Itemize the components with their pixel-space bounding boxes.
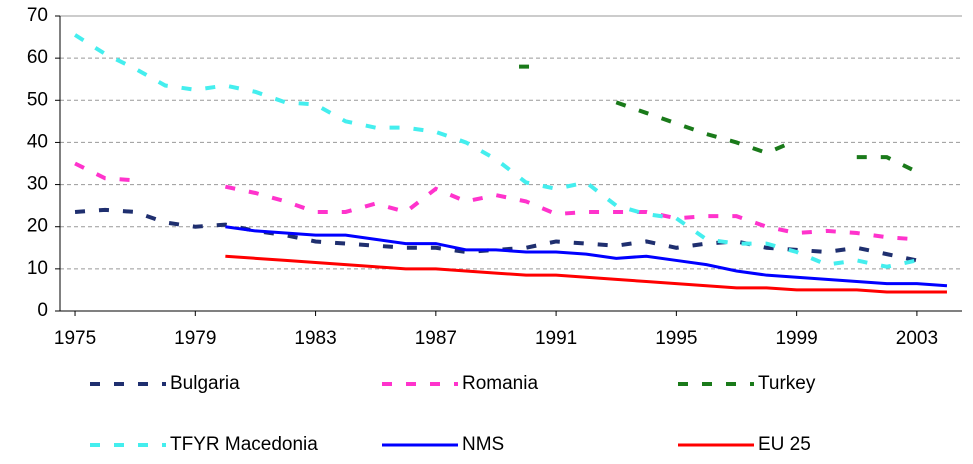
x-tick-label: 1991 [535, 328, 577, 349]
y-tick-label: 70 [27, 5, 48, 26]
legend-label: NMS [462, 434, 504, 455]
y-tick-label: 0 [37, 300, 48, 321]
x-tick-label: 1987 [415, 328, 457, 349]
legend-label: Romania [462, 373, 538, 394]
legend-label: Bulgaria [170, 373, 240, 394]
y-tick-label: 30 [27, 174, 48, 195]
x-tick-label: 1975 [54, 328, 96, 349]
series-line [73, 33, 918, 269]
y-tick-label: 20 [27, 216, 48, 237]
series-line [225, 225, 948, 288]
y-tick-label: 50 [27, 89, 48, 110]
x-tick-label: 1995 [655, 328, 697, 349]
y-tick-label: 40 [27, 131, 48, 152]
y-tick-label: 60 [27, 47, 48, 68]
x-tick-label: 2003 [896, 328, 938, 349]
series-line [74, 161, 918, 242]
x-tick-label: 1983 [294, 328, 336, 349]
series-line [74, 207, 918, 263]
series-line [225, 254, 947, 294]
x-tick-label: 1999 [775, 328, 817, 349]
legend-label: EU 25 [758, 434, 811, 455]
legend-label: TFYR Macedonia [170, 434, 318, 455]
legend-label: Turkey [758, 373, 816, 394]
x-tick-label: 1979 [174, 328, 216, 349]
series-line [519, 64, 918, 174]
y-tick-label: 10 [27, 258, 48, 279]
